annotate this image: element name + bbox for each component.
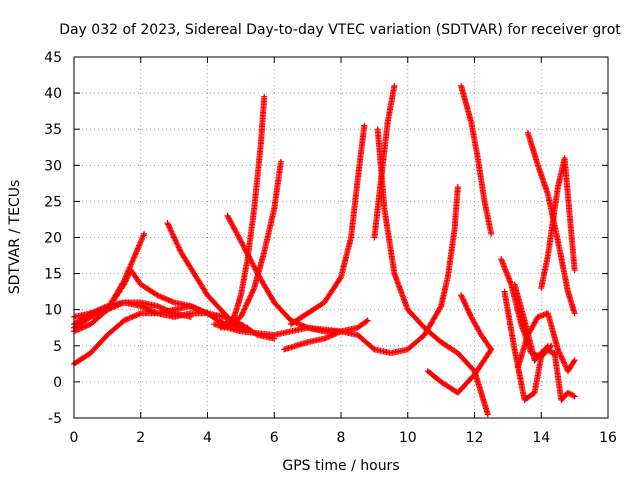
series-arc-14 — [371, 82, 398, 241]
y-tick-label: 15 — [44, 267, 62, 283]
chart-title: Day 032 of 2023, Sidereal Day-to-day VTE… — [59, 22, 621, 38]
series-arc-15 — [371, 183, 461, 357]
axis-ticks: 0 2 4 6 8 10 12 14 16 -5 0 5 10 15 20 25 30 35 40 45 — [44, 50, 617, 446]
y-tick-label: 0 — [53, 375, 62, 391]
x-tick-label: 8 — [337, 430, 346, 446]
series-arc-10 — [211, 321, 378, 353]
data-point-trail — [371, 84, 398, 239]
y-tick-label: 30 — [44, 158, 62, 174]
x-tick-label: 12 — [466, 430, 484, 446]
x-tick-label: 6 — [270, 430, 279, 446]
x-tick-label: 2 — [136, 430, 145, 446]
series-arc-11 — [287, 122, 368, 328]
series-arc-22 — [538, 155, 578, 292]
y-tick-label: -5 — [48, 411, 62, 427]
series-arc-18 — [458, 292, 495, 353]
data-point-trail — [538, 156, 578, 290]
x-tick-label: 16 — [599, 430, 617, 446]
data-point-trail — [282, 318, 370, 352]
x-tick-label: 10 — [399, 430, 417, 446]
series-arc-24 — [501, 288, 551, 403]
y-axis-label: SDTVAR / TECUs — [7, 180, 23, 295]
x-tick-label: 4 — [203, 430, 212, 446]
data-point-trail — [372, 185, 461, 356]
x-axis-label: GPS time / hours — [282, 458, 399, 474]
x-tick-label: 14 — [532, 430, 550, 446]
y-tick-label: 10 — [44, 303, 62, 319]
data-point-trail — [289, 124, 368, 327]
series-arc-12 — [281, 317, 371, 353]
y-tick-label: 20 — [44, 231, 62, 247]
data-point-trail — [458, 84, 494, 236]
series-arc-13 — [374, 126, 491, 418]
data-point-trail — [458, 293, 494, 352]
data-points — [71, 82, 578, 418]
x-tick-label: 0 — [70, 430, 79, 446]
y-tick-label: 25 — [44, 194, 62, 210]
series-arc-16 — [424, 346, 495, 396]
y-tick-label: 5 — [53, 339, 62, 355]
data-point-trail — [501, 290, 551, 402]
y-tick-label: 45 — [44, 50, 62, 66]
data-point-trail — [72, 299, 193, 327]
y-tick-label: 40 — [44, 86, 62, 102]
y-tick-label: 35 — [44, 122, 62, 138]
data-point-trail — [426, 347, 494, 395]
series-arc-17 — [458, 82, 495, 237]
series-arc-5 — [71, 299, 194, 328]
